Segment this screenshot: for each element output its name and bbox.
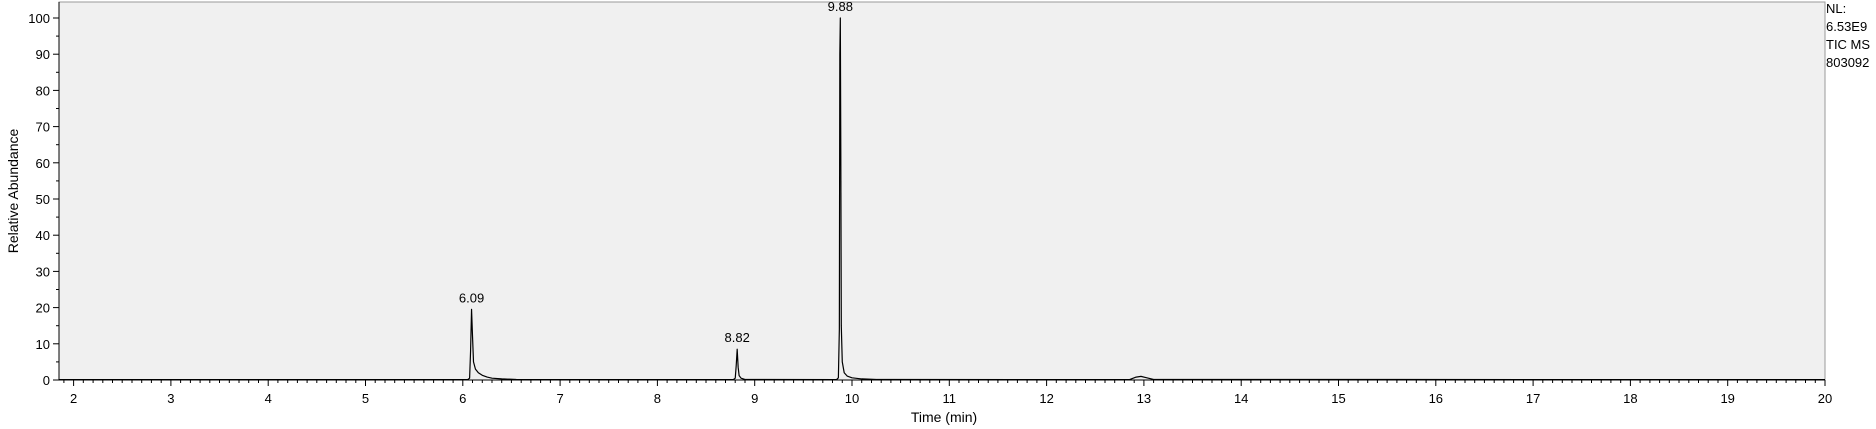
x-minor-ticks <box>63 380 1826 386</box>
y-tick-label: 100 <box>28 11 50 26</box>
x-tick-label: 13 <box>1137 391 1151 406</box>
x-tick-label: 11 <box>943 391 957 406</box>
x-tick-label: 5 <box>362 391 369 406</box>
nl-label: NL: <box>1826 1 1847 16</box>
y-tick-label: 50 <box>36 192 50 207</box>
y-tick-label: 10 <box>36 337 50 352</box>
nl-value: 6.53E9 <box>1826 19 1868 34</box>
tic-trace-line <box>59 17 1826 381</box>
peak-label: 6.09 <box>459 290 484 305</box>
x-tick-label: 17 <box>1526 391 1540 406</box>
y-tick-label: 90 <box>36 47 50 62</box>
x-tick-label: 19 <box>1720 391 1734 406</box>
x-tick-label: 8 <box>654 391 661 406</box>
y-tick-label: 80 <box>36 83 50 98</box>
y-axis: 0 10 20 30 40 50 60 70 80 90 100 <box>28 2 60 388</box>
peak-labels: 6.09 8.82 9.88 <box>459 0 853 345</box>
x-axis-title: Time (min) <box>911 409 977 425</box>
x-tick-label: 2 <box>70 391 77 406</box>
x-axis: 2 3 4 5 6 7 8 9 10 11 12 13 14 15 16 17 18 19 20 <box>59 379 1832 406</box>
y-tick-label: 30 <box>36 264 50 279</box>
sample-id: 803092 <box>1826 55 1870 70</box>
y-tick-label: 40 <box>36 228 50 243</box>
y-tick-label: 0 <box>43 373 50 388</box>
x-tick-label: 9 <box>751 391 758 406</box>
peak-label: 9.88 <box>828 0 853 14</box>
x-tick-label: 14 <box>1234 391 1248 406</box>
trace-info-panel: NL: 6.53E9 TIC MS 803092 <box>1826 0 1876 72</box>
x-tick-label: 4 <box>265 391 272 406</box>
x-tick-label: 7 <box>556 391 563 406</box>
x-tick-label: 16 <box>1429 391 1443 406</box>
x-tick-label: 20 <box>1818 391 1832 406</box>
trace-type: TIC MS <box>1826 37 1871 52</box>
x-tick-label: 6 <box>459 391 466 406</box>
x-tick-label: 12 <box>1039 391 1053 406</box>
x-tick-label: 18 <box>1623 391 1637 406</box>
peak-label: 8.82 <box>725 330 750 345</box>
x-tick-label: 10 <box>845 391 859 406</box>
x-tick-label: 15 <box>1331 391 1345 406</box>
y-tick-label: 60 <box>36 156 50 171</box>
y-tick-label: 20 <box>36 301 50 316</box>
y-tick-label: 70 <box>36 120 50 135</box>
y-axis-title: Relative Abundance <box>5 129 21 254</box>
x-tick-label: 3 <box>167 391 174 406</box>
plot-area <box>58 1 1826 381</box>
